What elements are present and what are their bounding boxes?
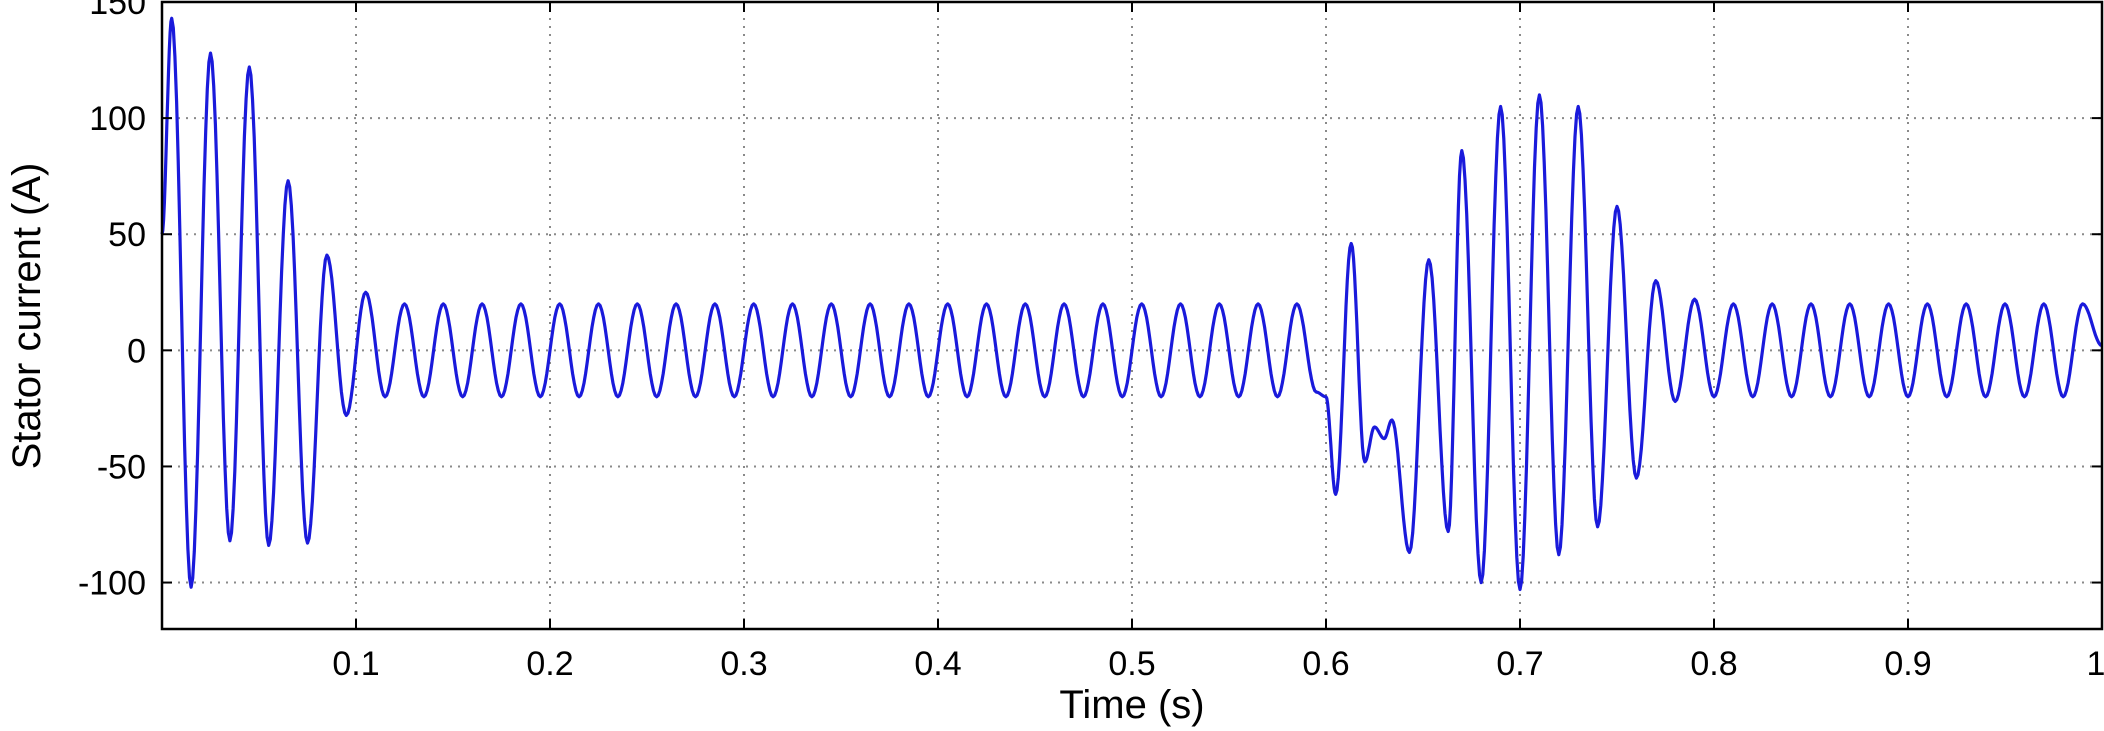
y-axis-title: Stator current (A) — [5, 163, 49, 470]
y-tick-label: 100 — [89, 100, 146, 138]
x-tick-label: 0.9 — [1884, 645, 1931, 683]
y-tick-label: -50 — [97, 448, 146, 486]
x-tick-label: 0.1 — [332, 645, 379, 683]
x-tick-label: 0.7 — [1496, 645, 1543, 683]
x-tick-label: 0.5 — [1108, 645, 1155, 683]
y-tick-label: 50 — [108, 216, 146, 254]
x-tick-label: 0.4 — [914, 645, 961, 683]
tick-marks — [162, 1, 2103, 629]
series-layer — [160, 16, 2103, 592]
x-tick-label: 0.6 — [1302, 645, 1349, 683]
x-tick-label: 0.8 — [1690, 645, 1737, 683]
x-tick-labels: 0.1 0.2 0.3 0.4 0.5 0.6 0.7 0.8 0.9 1 — [332, 645, 2104, 683]
x-tick-label: 0.2 — [526, 645, 573, 683]
y-tick-labels: 150 100 50 0 -50 -100 — [78, 0, 146, 603]
series-line — [160, 16, 2103, 592]
x-tick-label: 1 — [2087, 645, 2104, 683]
x-axis-title: Time (s) — [1059, 683, 1204, 727]
y-tick-label: 150 — [89, 0, 146, 22]
y-tick-label: -100 — [78, 565, 146, 603]
x-tick-label: 0.3 — [720, 645, 767, 683]
y-tick-label: 0 — [127, 332, 146, 370]
